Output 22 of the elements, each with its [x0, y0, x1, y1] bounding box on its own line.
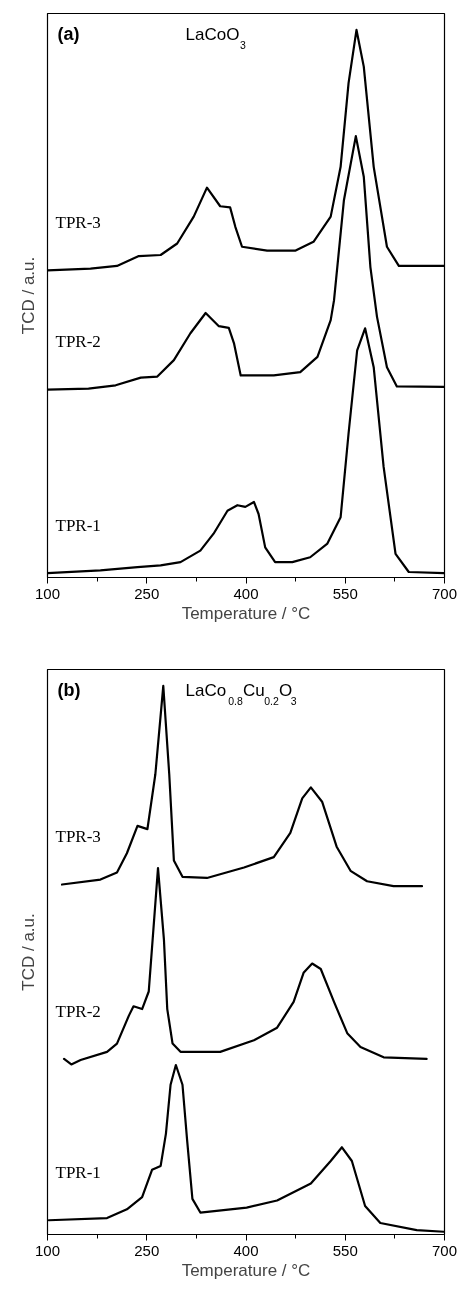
text: TPR-1: [55, 515, 101, 535]
text: TPR-2: [55, 332, 101, 352]
y-axis-title: TCD / a.u.: [18, 256, 38, 335]
x-axis-title: Temperature / °C: [181, 603, 311, 623]
x-tick-label: 400: [233, 584, 259, 602]
x-tick-label: 250: [134, 584, 160, 602]
chart-title: (a): [57, 23, 80, 44]
x-tick-label: 100: [34, 584, 61, 602]
x-axis-title: Temperature / °C: [181, 1260, 311, 1280]
text: TPR-3: [55, 212, 101, 232]
chart-title: (b): [57, 679, 81, 700]
x-tick-label: 700: [431, 1241, 458, 1259]
x-tick-label: 400: [233, 1241, 259, 1259]
x-tick-label: 700: [431, 584, 458, 602]
series-label: TPR-3: [55, 827, 101, 847]
x-tick-label: 550: [332, 1241, 358, 1259]
x-tick-label: 550: [332, 584, 358, 602]
text: TPR-1: [55, 1162, 101, 1182]
x-tick-label: 250: [134, 1241, 160, 1259]
x-tick-label: 100: [34, 1241, 61, 1259]
series-label: TPR-2: [55, 1001, 101, 1021]
y-axis-title: TCD / a.u.: [18, 913, 38, 991]
